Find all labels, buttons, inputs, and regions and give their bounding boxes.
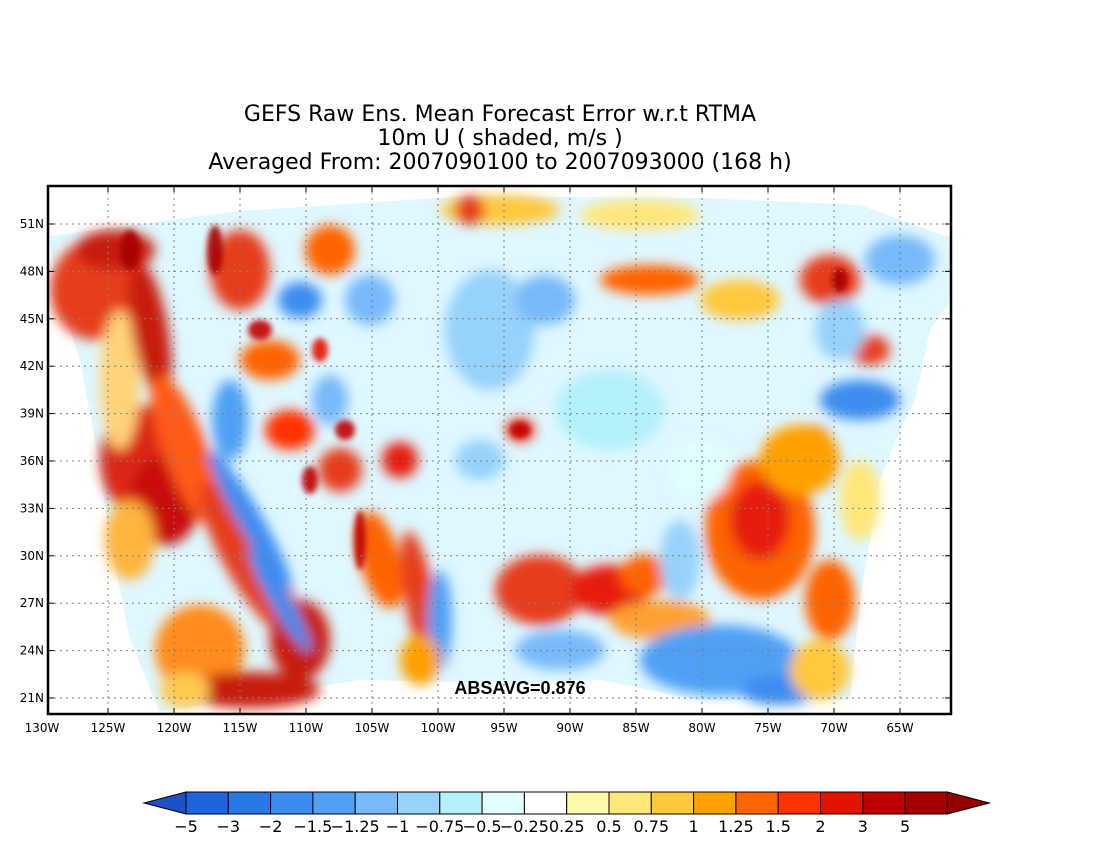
colorbar-label: 1.25 [718, 817, 754, 836]
colorbar-label: −0.75 [415, 817, 464, 836]
lat-label: 21N [20, 691, 44, 705]
lon-label: 120W [157, 721, 192, 735]
colorbar-label: 0.25 [549, 817, 585, 836]
lat-label: 45N [20, 312, 44, 326]
colorbar-label: 3 [858, 817, 868, 836]
colorbar-labels: −5 −3 −2 −1.5−1.25 −1 −0.75−0.5−0.25 0.25 0.5 0.… [174, 817, 910, 836]
colorbar-label: −2 [259, 817, 283, 836]
lon-label: 130W [25, 721, 60, 735]
colorbar-box [439, 791, 483, 815]
lat-label: 30N [20, 549, 44, 563]
colorbar-label: −1.5 [293, 817, 332, 836]
grid-lines [48, 186, 951, 714]
colorbar-box [904, 791, 948, 815]
chart-title-line-1: GEFS Raw Ens. Mean Forecast Error w.r.t … [243, 102, 757, 127]
lon-label: 90W [556, 721, 583, 735]
colorbar-box [693, 791, 737, 815]
lon-label: 105W [355, 721, 390, 735]
lat-label: 33N [20, 501, 44, 515]
colorbar-label: −1 [386, 817, 410, 836]
map-plot-area [48, 195, 951, 712]
colorbar-box [523, 791, 568, 815]
lat-label: 48N [20, 264, 44, 278]
colorbar-box [777, 791, 822, 815]
lon-label: 75W [754, 721, 781, 735]
lon-label: 70W [820, 721, 847, 735]
colorbar-label: −3 [217, 817, 241, 836]
colorbar-box [650, 791, 695, 815]
colorbar-box [312, 791, 356, 815]
colorbar-label: 1.5 [765, 817, 790, 836]
colorbar-label: −5 [174, 817, 198, 836]
colorbar-box [820, 791, 864, 815]
latitude-labels: 51N 48N 45N 42N 39N 36N 33N 30N 27N 24N 21N [20, 217, 44, 705]
colorbar-box [227, 791, 272, 815]
lat-label: 39N [20, 407, 44, 421]
colorbar-box [862, 791, 906, 815]
longitude-labels: 130W 125W 120W 115W 110W 105W 100W 95W 90W 85W 80W… [25, 721, 914, 735]
absavg-annotation: ABSAVG=0.876 [454, 678, 585, 698]
lat-label: 24N [20, 644, 44, 658]
lat-label: 42N [20, 359, 44, 373]
colorbar-label: 1 [689, 817, 699, 836]
lon-label: 95W [490, 721, 517, 735]
colorbar-label: 0.5 [596, 817, 621, 836]
lat-label: 51N [20, 217, 44, 231]
terrain-noise [120, 225, 848, 570]
colorbar-box [735, 791, 779, 815]
lon-label: 110W [289, 721, 324, 735]
colorbar-right-arrow [946, 791, 992, 815]
colorbar-label: 2 [815, 817, 825, 836]
colorbar-box [481, 791, 525, 815]
lat-label: 36N [20, 454, 44, 468]
lon-label: 100W [421, 721, 456, 735]
colorbar-left-arrow [142, 791, 187, 815]
lon-label: 80W [688, 721, 715, 735]
colorbar-box [354, 791, 399, 815]
colorbar-label: 0.75 [633, 817, 669, 836]
colorbar-label: 5 [900, 817, 910, 836]
chart-title-line-2: 10m U ( shaded, m/s ) [377, 126, 623, 151]
lat-label: 27N [20, 596, 44, 610]
colorbar-label: −0.5 [463, 817, 502, 836]
colorbar-box [566, 791, 610, 815]
map-frame [46, 184, 953, 716]
colorbar-label: −1.25 [331, 817, 380, 836]
colorbar-boxes [185, 791, 948, 815]
colorbar-box [270, 791, 314, 815]
colorbar-box [608, 791, 652, 815]
lon-label: 85W [622, 721, 649, 735]
chart-title-line-3: Averaged From: 2007090100 to 2007093000 … [208, 150, 792, 175]
colorbar-box [185, 791, 229, 815]
lon-label: 125W [91, 721, 126, 735]
lon-label: 65W [886, 721, 913, 735]
colorbar-box [397, 791, 441, 815]
lon-label: 115W [223, 721, 258, 735]
colorbar-label: −0.25 [500, 817, 549, 836]
